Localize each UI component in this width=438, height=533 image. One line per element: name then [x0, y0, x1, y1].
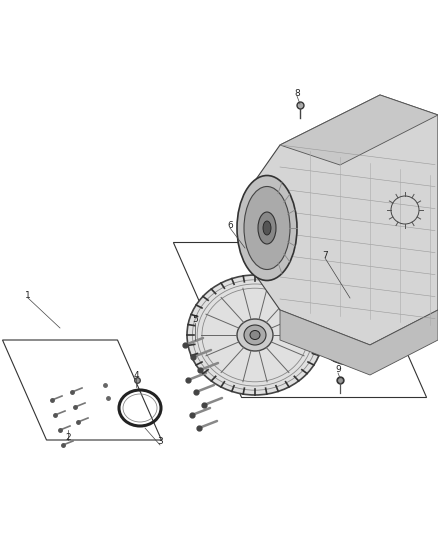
- Text: 4: 4: [133, 370, 139, 379]
- Ellipse shape: [305, 323, 331, 347]
- Text: 5: 5: [192, 316, 198, 325]
- Ellipse shape: [244, 325, 266, 345]
- Ellipse shape: [244, 187, 290, 270]
- Text: 8: 8: [294, 88, 300, 98]
- Text: 6: 6: [227, 221, 233, 230]
- Ellipse shape: [258, 212, 276, 244]
- Polygon shape: [280, 95, 438, 165]
- Ellipse shape: [263, 221, 271, 235]
- Polygon shape: [252, 95, 438, 345]
- Polygon shape: [280, 310, 438, 375]
- Ellipse shape: [371, 322, 399, 348]
- Text: 1: 1: [25, 290, 31, 300]
- Ellipse shape: [379, 329, 391, 341]
- Ellipse shape: [237, 175, 297, 280]
- Text: 7: 7: [322, 251, 328, 260]
- Text: 9: 9: [335, 366, 341, 375]
- Ellipse shape: [237, 319, 273, 351]
- Ellipse shape: [310, 327, 326, 343]
- Ellipse shape: [187, 275, 323, 395]
- Text: 3: 3: [157, 438, 163, 447]
- Ellipse shape: [250, 330, 260, 340]
- Text: 2: 2: [65, 432, 71, 441]
